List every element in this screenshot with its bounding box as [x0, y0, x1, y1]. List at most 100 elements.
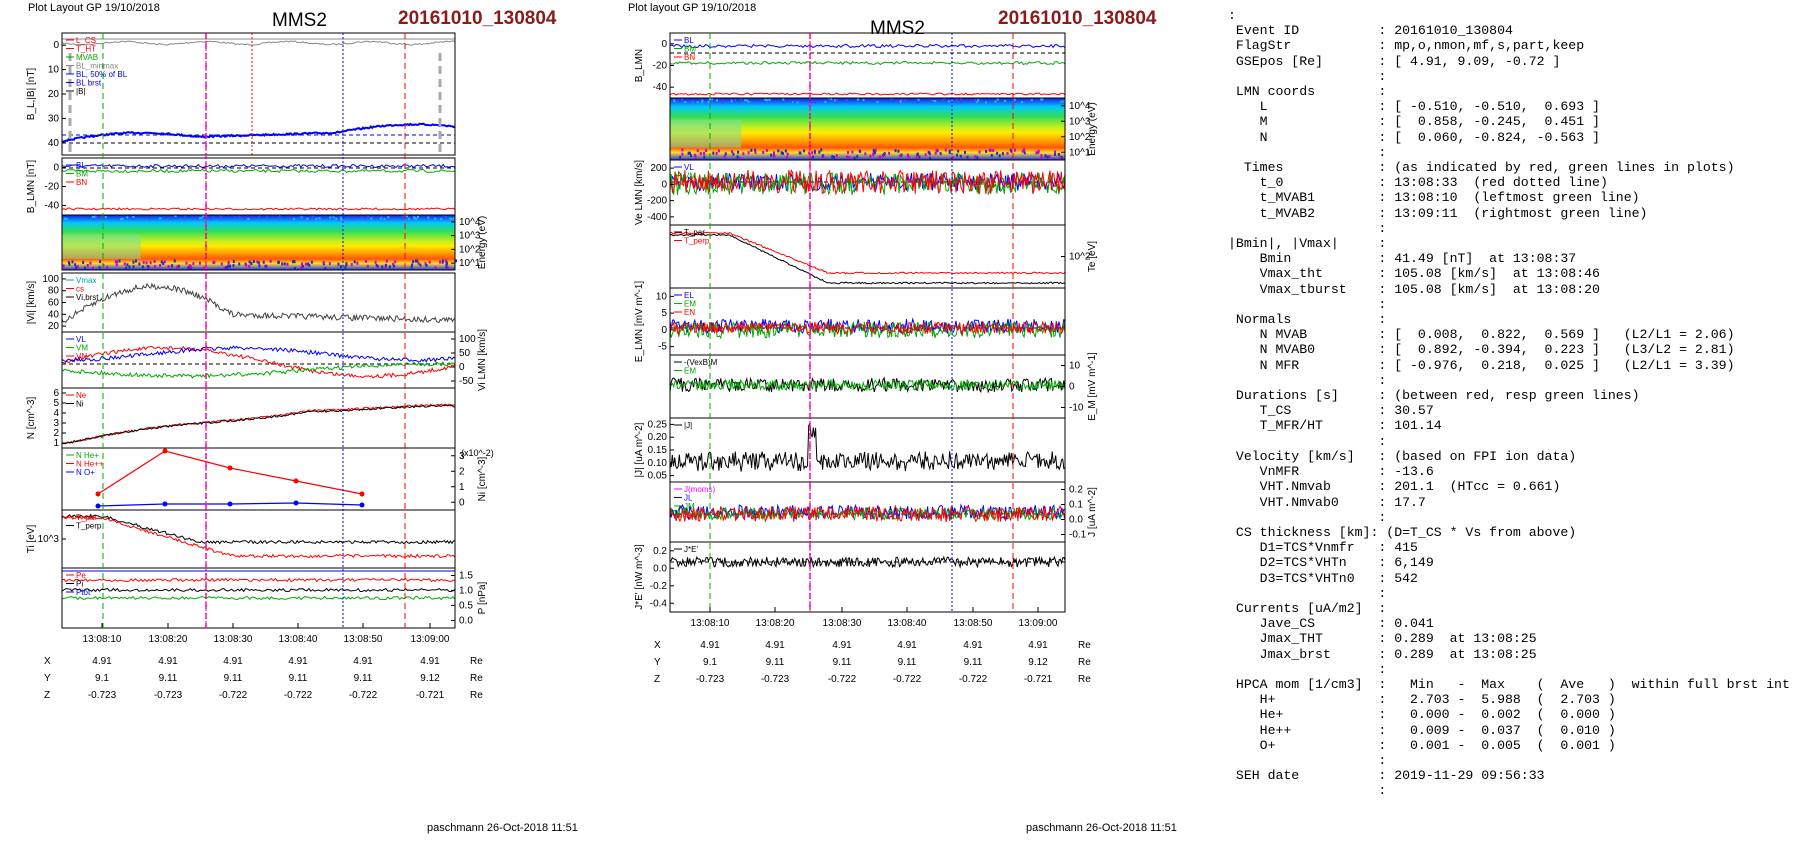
spectrogram-speckle: [1060, 156, 1063, 160]
spectrogram-speckle: [293, 266, 296, 270]
info-line: He++ : 0.009 - 0.037 ( 0.010 ): [1259, 722, 1616, 738]
spectrogram-speckle: [954, 100, 957, 103]
spectrogram-speckle: [453, 217, 456, 220]
spectrogram-speckle: [258, 264, 261, 268]
spectrogram-speckle: [353, 260, 356, 264]
spectrogram-speckle: [387, 216, 390, 219]
legend-entry: Pe: [76, 571, 86, 580]
x-tick-label: 13:09:00: [411, 634, 450, 645]
y-tick-label: 0.2: [1069, 485, 1083, 496]
y-tick-label: 0.0: [653, 563, 667, 574]
x-tick-label: 13:08:10: [83, 634, 122, 645]
JN-line: [669, 504, 1066, 523]
spectrogram-speckle: [118, 259, 121, 263]
info-line: Jmax_THT : 0.289 at 13:08:25: [1259, 631, 1537, 647]
spectrogram-speckle: [705, 149, 708, 153]
spectrogram-speckle: [173, 259, 176, 263]
ephemeris-row-label: X: [44, 656, 51, 667]
spectrogram-speckle: [391, 217, 394, 220]
y-tick-label: -0.2: [650, 581, 668, 592]
info-line: :: [1378, 433, 1387, 449]
panel-7: 0.25 0.20 0.15 0.10 0.05|J| [uA m^-2] |J|: [634, 417, 1066, 483]
spectrogram-speckle: [310, 260, 313, 264]
spectrogram-speckle: [247, 218, 250, 221]
spectrogram-speckle: [701, 101, 704, 104]
spectrogram-speckle: [1035, 151, 1038, 155]
spectrogram-speckle: [899, 100, 902, 103]
spectrogram-speckle: [1001, 152, 1004, 156]
spectrogram-speckle: [407, 217, 410, 220]
spectrogram-speckle: [440, 217, 443, 220]
ephemeris-value: 4.91: [420, 656, 440, 667]
legend-entry: Ni: [76, 400, 84, 409]
spectrogram-speckle: [126, 216, 129, 219]
spectrogram-speckle: [1046, 155, 1049, 159]
spectrogram-speckle: [970, 100, 973, 103]
spectrogram-speckle: [232, 259, 235, 263]
scale-factor-label: (x10^-2): [461, 448, 494, 458]
spectrogram-speckle: [200, 216, 203, 219]
spectrogram-speckle: [278, 215, 281, 218]
J-magnitude-line: [669, 422, 1066, 472]
He++-point: [359, 491, 365, 497]
spectrogram-speckle: [918, 155, 921, 159]
spectrogram-speckle: [238, 262, 241, 266]
spectrogram-speckle: [425, 263, 428, 267]
ephemeris-value: -0.723: [154, 690, 183, 701]
spectrogram-speckle: [424, 262, 427, 266]
spectrogram-speckle: [737, 150, 740, 154]
info-line: HPCA mom [1/cm3] : Min - Max ( Ave ) wit…: [1235, 676, 1790, 692]
event-info-panel: : Event ID : 20161010_130804 FlagStr : m…: [1228, 8, 1790, 799]
info-line: :: [1378, 68, 1387, 84]
spectrogram-speckle: [754, 151, 757, 155]
spectrogram-speckle: [916, 152, 919, 156]
spectrogram-speckle: [1041, 100, 1044, 103]
panel-1: 0 10 20 30 40 B_L,|B| [nT] L_CST_HTMVABBL_minm…: [26, 32, 456, 156]
spectrogram-speckle: [936, 149, 939, 153]
x-tick-label: 13:08:20: [756, 618, 795, 629]
spectrogram-speckle: [188, 264, 191, 268]
legend-entry: VL: [76, 335, 86, 344]
spectrogram-speckle: [974, 98, 977, 101]
y-axis-label: Ti [eV]: [26, 525, 37, 554]
spectrogram-speckle: [777, 149, 780, 153]
spectrogram-speckle: [708, 98, 711, 101]
x-tick-label: 13:08:20: [149, 634, 188, 645]
y-tick-label: 10^3: [38, 534, 60, 545]
legend-entry: N He++: [76, 460, 104, 469]
ephemeris-value: 9.11: [833, 657, 852, 668]
spectrogram-speckle: [356, 261, 359, 265]
spectrogram-speckle: [89, 261, 92, 265]
legend-entry: EN: [684, 308, 695, 317]
spectrogram-speckle: [248, 260, 251, 264]
spectrogram-speckle: [99, 260, 102, 264]
y-tick-label: 5: [661, 308, 667, 319]
spectrogram-speckle: [711, 99, 714, 102]
spectrogram-speckle: [747, 151, 750, 155]
spectrogram-speckle: [163, 260, 166, 264]
info-line: Jave_CS : 0.041: [1259, 616, 1434, 632]
ephemeris-row-label: Z: [44, 690, 50, 701]
spectrogram-speckle: [449, 217, 452, 220]
legend-entry: BL: [76, 161, 86, 170]
y-tick-label: 10^2: [459, 244, 481, 255]
spectrogram-speckle: [212, 216, 215, 219]
spectrogram-speckle: [95, 216, 98, 219]
spectrogram-speckle: [393, 264, 396, 268]
spectrogram-speckle: [786, 152, 789, 156]
spectrogram-speckle: [446, 261, 449, 265]
ephemeris-value: 9.11: [354, 673, 373, 684]
y-tick-label: -50: [459, 376, 474, 387]
spectrogram-speckle: [434, 217, 437, 220]
spectrogram-speckle: [364, 259, 367, 263]
y-axis-label: N [cm^-3]: [26, 397, 37, 440]
spectrogram-speckle: [416, 259, 419, 263]
spectrogram-speckle: [1021, 101, 1024, 104]
spectrogram-speckle: [736, 155, 739, 159]
VN-line: [61, 345, 456, 363]
spectrogram-speckle: [956, 153, 959, 157]
EN-line: [669, 320, 1066, 336]
